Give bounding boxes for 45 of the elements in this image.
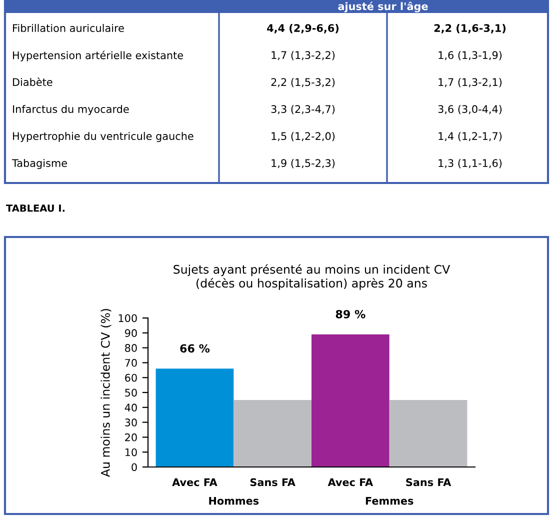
y-tick-label: 50 bbox=[125, 388, 137, 397]
text: 1,7 (1,3-2,1) bbox=[438, 78, 502, 88]
text: 3,3 (2,3-4,7) bbox=[271, 104, 335, 114]
text: Hypertrophie du ventricule gauche bbox=[13, 132, 194, 142]
x-tick-label: Avec FA bbox=[328, 478, 374, 486]
text: 1,3 (1,1-1,6) bbox=[438, 158, 502, 168]
text: Fibrillation auriculaire bbox=[13, 24, 124, 32]
text: 1,4 (1,2-1,7) bbox=[438, 132, 502, 142]
text: 1,9 (1,5-2,3) bbox=[272, 158, 335, 168]
text: Hommes bbox=[209, 497, 259, 505]
chart-title: Sujets ayant présenté au moins un incident CV (décès ou hospitalisation) après 20 ans bbox=[174, 264, 450, 290]
text: 2,2 (1,6-3,1) bbox=[434, 24, 506, 34]
y-tick-label: 0 bbox=[132, 463, 137, 472]
bar bbox=[312, 334, 390, 467]
y-tick-label: 30 bbox=[125, 418, 137, 426]
text: 3,6 (3,0-4,4) bbox=[438, 104, 502, 114]
y-tick-label: 100 bbox=[118, 314, 137, 322]
x-tick-label: Sans FA bbox=[406, 478, 452, 486]
text: TABLEAU I. bbox=[6, 204, 64, 212]
text: 1,7 (1,3-2,2) bbox=[272, 50, 335, 60]
y-tick-label: 10 bbox=[125, 448, 137, 456]
x-tick-label: Avec FA bbox=[172, 478, 218, 486]
y-tick-label: 80 bbox=[125, 344, 137, 352]
text: Diabète bbox=[13, 78, 52, 86]
text: 1,6 (1,3-1,9) bbox=[438, 50, 502, 60]
y-tick-label: 90 bbox=[124, 329, 137, 338]
y-tick-label: 70 bbox=[125, 358, 137, 367]
text: Tabagisme bbox=[12, 158, 67, 170]
y-tick-label: 40 bbox=[124, 404, 137, 412]
data-label: 89 % bbox=[336, 310, 366, 318]
text: Femmes bbox=[366, 497, 414, 505]
y-tick-label: 20 bbox=[125, 433, 137, 442]
text: ajusté sur l'âge bbox=[338, 2, 428, 12]
bar bbox=[389, 400, 468, 467]
x-tick-label: Sans FA bbox=[250, 478, 296, 486]
bar bbox=[156, 368, 234, 467]
text: 2,2 (1,5-3,2) bbox=[271, 78, 335, 88]
text: Infarctus du myocarde bbox=[13, 104, 129, 116]
y-axis-title: Au moins un incident CV (%) bbox=[100, 308, 112, 477]
text: 1,5 (1,2-2,0) bbox=[272, 132, 335, 142]
text: 4,4 (2,9-6,6) bbox=[267, 24, 339, 34]
text: Hypertension artérielle existante bbox=[13, 50, 183, 62]
y-tick-label: 60 bbox=[125, 374, 137, 382]
data-label: 66 % bbox=[180, 344, 210, 353]
bar bbox=[234, 400, 312, 467]
